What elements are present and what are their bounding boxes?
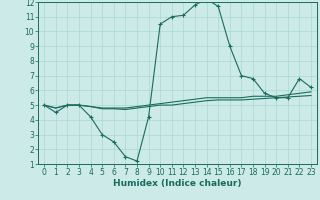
X-axis label: Humidex (Indice chaleur): Humidex (Indice chaleur) (113, 179, 242, 188)
